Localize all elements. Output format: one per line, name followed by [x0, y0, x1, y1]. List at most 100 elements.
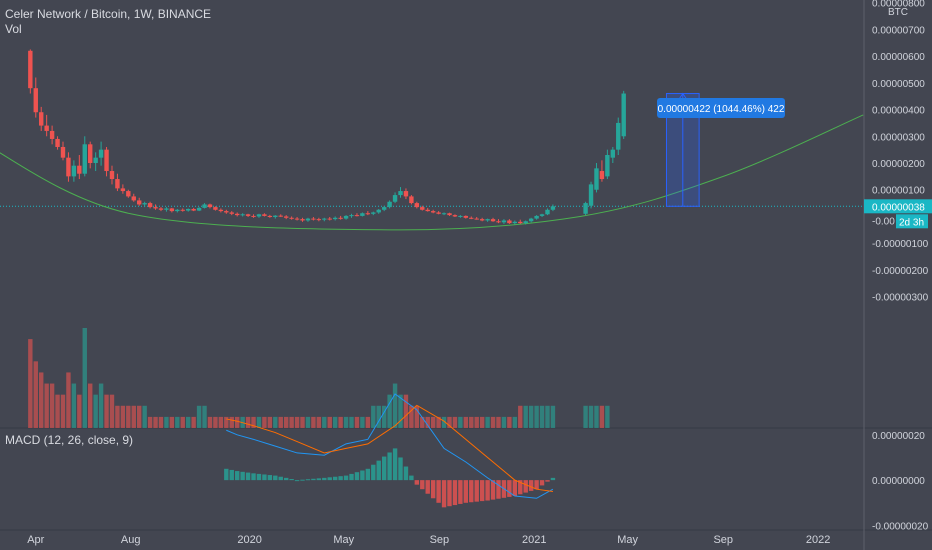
candle-body — [447, 213, 452, 216]
candle-body — [191, 208, 196, 211]
volume-bar — [71, 383, 77, 428]
macd-histogram-bar — [430, 480, 436, 499]
volume-bar — [414, 405, 420, 428]
candle-body — [44, 125, 49, 131]
candle-body — [474, 218, 479, 220]
chart-title: Celer Network / Bitcoin, 1W, BINANCE — [5, 7, 212, 21]
y-tick-label: 0.00000600 — [872, 52, 925, 63]
candle-body — [338, 217, 343, 219]
volume-bar — [273, 416, 278, 428]
macd-histogram-bar — [343, 475, 349, 481]
volume-bar — [545, 405, 550, 428]
volume-bar — [599, 405, 605, 428]
macd-histogram-bar — [550, 477, 556, 481]
macd-histogram-bar — [311, 478, 316, 481]
volume-bar — [202, 405, 207, 428]
volume-bar — [349, 416, 354, 428]
candle-body — [343, 215, 349, 219]
macd-histogram-bar — [354, 472, 360, 481]
candle-body — [469, 217, 474, 219]
macd-y-tick-label: 0.00000000 — [872, 476, 925, 487]
macd-line — [226, 393, 554, 499]
macd-histogram-bar — [322, 477, 327, 481]
volume-bar — [490, 416, 496, 428]
candle-body — [202, 204, 207, 208]
candle-body — [158, 208, 164, 210]
macd-y-tick-label: -0.00000020 — [872, 521, 929, 532]
volume-bar — [267, 416, 273, 428]
macd-histogram-bar — [496, 480, 501, 499]
candle-body — [507, 220, 512, 224]
volume-bar — [518, 405, 523, 428]
candle-body — [354, 215, 360, 217]
candle-body — [616, 122, 621, 150]
macd-y-tick-label: 0.00000020 — [872, 431, 925, 442]
candle-body — [316, 219, 322, 221]
macd-histogram-bar — [387, 452, 392, 481]
volume-bar — [180, 416, 185, 428]
volume-bar — [360, 416, 365, 428]
candle-body — [104, 149, 109, 172]
volume-bar — [430, 416, 436, 428]
volume-bar — [501, 416, 507, 428]
candle-body — [229, 212, 234, 214]
volume-bar — [256, 416, 262, 428]
volume-bar — [474, 416, 479, 428]
candle-body — [463, 215, 469, 218]
macd-pane — [224, 393, 556, 508]
measure-label-bg — [657, 98, 785, 118]
volume-bar — [523, 405, 528, 428]
volume-label: Vol — [5, 22, 22, 36]
macd-histogram-bar — [479, 480, 485, 502]
volume-bar — [207, 416, 213, 428]
volume-bar — [294, 416, 300, 428]
macd-histogram-bar — [332, 476, 338, 481]
candle-body — [33, 88, 38, 113]
candle-body — [153, 207, 158, 209]
volume-bar — [93, 394, 98, 428]
volume-bar — [77, 394, 82, 428]
volume-bar — [218, 416, 224, 428]
volume-bar — [583, 405, 588, 428]
candle-body — [240, 214, 245, 216]
macd-histogram-bar — [251, 473, 256, 481]
volume-bar — [66, 372, 71, 428]
macd-histogram-bar — [452, 480, 458, 506]
candle-body — [371, 212, 376, 214]
macd-histogram-bar — [349, 473, 354, 481]
macd-histogram-bar — [234, 471, 240, 481]
volume-bar — [605, 405, 610, 428]
candle-body — [360, 213, 365, 216]
volume-bar — [496, 416, 501, 428]
volume-bar — [49, 383, 55, 428]
volume-bar — [420, 416, 425, 428]
candle-body — [599, 171, 605, 180]
y-tick-label: -0.00000300 — [872, 293, 929, 304]
volume-bar — [365, 416, 371, 428]
volume-bar — [381, 405, 387, 428]
countdown-label: 2d 3h — [899, 217, 924, 228]
volume-bar — [115, 405, 120, 428]
candle-body — [550, 206, 556, 210]
last-price-tag — [864, 199, 932, 214]
volume-bar — [311, 416, 316, 428]
macd-histogram-bar — [267, 475, 273, 481]
macd-histogram-bar — [365, 468, 371, 481]
volume-bar — [332, 416, 338, 428]
candle-body — [98, 149, 104, 158]
volume-bar — [436, 416, 441, 428]
volume-bar — [479, 416, 485, 428]
candle-body — [392, 195, 398, 202]
candle-body — [512, 221, 518, 224]
candle-body — [588, 184, 594, 206]
candle-body — [322, 218, 327, 220]
measure-label: 0.00000422 (1044.46%) 422 — [658, 104, 785, 115]
candle-body — [77, 165, 82, 174]
candle-body — [441, 213, 447, 215]
volume-bar — [550, 405, 556, 428]
candle-body — [169, 208, 175, 212]
candle-body — [523, 221, 528, 224]
candle-body — [115, 179, 120, 189]
